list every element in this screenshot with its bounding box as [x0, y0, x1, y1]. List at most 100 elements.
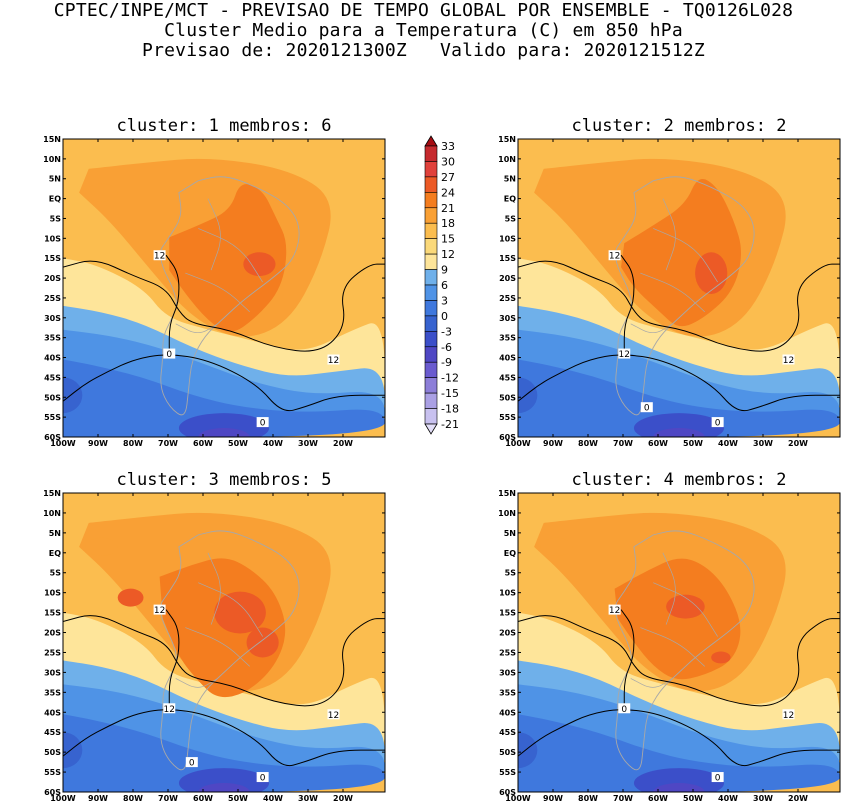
- lat-tick-label: 15S: [44, 609, 61, 618]
- lat-tick-label: 10S: [44, 589, 61, 598]
- colorbar-swatch: [424, 300, 438, 317]
- lat-tick-label: 45S: [499, 373, 516, 382]
- lat-tick-label: 10S: [499, 234, 516, 243]
- lat-tick-label: 15N: [498, 489, 516, 498]
- lon-tick-label: 20W: [788, 439, 808, 448]
- lat-tick-label: 60S: [499, 788, 516, 797]
- lon-tick-label: 100W: [505, 439, 531, 448]
- lon-tick-label: 30W: [298, 794, 318, 803]
- contour-label: 0: [640, 402, 653, 414]
- colorbar-swatch: [424, 377, 438, 394]
- colorbar-swatch: [424, 361, 438, 378]
- panel-frame: [517, 138, 841, 438]
- lon-tick-label: 20W: [333, 794, 353, 803]
- lat-tick-label: 20S: [44, 274, 61, 283]
- contour-label: 12: [153, 604, 166, 616]
- lat-tick-label: 30S: [499, 314, 516, 323]
- colorbar-label: -21: [441, 418, 459, 431]
- lat-tick-label: 15N: [43, 135, 61, 144]
- lat-tick-label: 40S: [44, 708, 61, 717]
- lat-tick-label: 15N: [43, 489, 61, 498]
- contour-label: 12: [608, 250, 621, 262]
- panel-title: cluster: 4 membros: 2: [572, 470, 787, 490]
- svg-text:0: 0: [189, 759, 195, 769]
- colorbar-swatch: [424, 269, 438, 286]
- lat-tick-label: 5S: [50, 569, 62, 578]
- colorbar-label: 3: [441, 294, 448, 307]
- colorbar-label: 9: [441, 264, 448, 277]
- temperature-field: [63, 493, 385, 792]
- lat-tick-label: 5S: [505, 214, 517, 223]
- lat-tick-label: 60S: [499, 433, 516, 442]
- contour-label: 0: [185, 757, 198, 769]
- lat-tick-label: 30S: [44, 314, 61, 323]
- lon-tick-label: 40W: [718, 794, 738, 803]
- lon-tick-label: 90W: [88, 794, 108, 803]
- lat-tick-label: 10N: [43, 155, 61, 164]
- lat-tick-label: 10S: [499, 589, 516, 598]
- lon-tick-label: 90W: [543, 794, 563, 803]
- svg-text:0: 0: [260, 419, 266, 429]
- colorbar-label: 15: [441, 233, 455, 246]
- lon-tick-label: 40W: [263, 439, 283, 448]
- lat-tick-label: 5N: [504, 529, 516, 538]
- lat-tick-label: 50S: [44, 748, 61, 757]
- colorbar-swatch: [424, 145, 438, 162]
- colorbar-label: 0: [441, 310, 448, 323]
- colorbar-label: -15: [441, 387, 459, 400]
- lon-tick-label: 20W: [788, 794, 808, 803]
- colorbar-swatch: [424, 346, 438, 363]
- lat-tick-label: 35S: [44, 334, 61, 343]
- panel-frame: [517, 492, 841, 793]
- contour-label: 12: [608, 604, 621, 616]
- colorbar-label: -9: [441, 356, 452, 369]
- contour-label: 0: [618, 703, 631, 715]
- lat-tick-label: 55S: [499, 768, 516, 777]
- panel-title: cluster: 1 membros: 6: [117, 116, 332, 136]
- lon-tick-label: 70W: [613, 439, 633, 448]
- colorbar-swatch: [424, 176, 438, 193]
- lat-tick-label: 15S: [499, 254, 516, 263]
- lon-tick-label: 60W: [648, 439, 668, 448]
- lat-tick-label: 40S: [499, 354, 516, 363]
- lat-tick-label: 25S: [44, 294, 61, 303]
- lat-tick-label: 20S: [499, 629, 516, 638]
- colorbar-label: -3: [441, 325, 452, 338]
- colorbar-swatch: [424, 331, 438, 348]
- svg-text:12: 12: [154, 606, 165, 616]
- lat-tick-label: 5S: [505, 569, 517, 578]
- lat-tick-label: 30S: [499, 668, 516, 677]
- colorbar-top-arrow: [424, 135, 438, 147]
- lon-tick-label: 80W: [578, 439, 598, 448]
- lat-tick-label: 55S: [44, 768, 61, 777]
- svg-text:0: 0: [715, 419, 721, 429]
- lat-tick-label: EQ: [49, 195, 61, 204]
- header-title: CPTEC/INPE/MCT - PREVISAO DE TEMPO GLOBA…: [53, 0, 794, 21]
- colorbar-swatch: [424, 253, 438, 270]
- lat-tick-label: 35S: [499, 334, 516, 343]
- lat-tick-label: 20S: [499, 274, 516, 283]
- svg-text:12: 12: [609, 606, 620, 616]
- map-panel-4: 15N 10N 5N EQ 5S 10S 15S 20S 25S 30S 35S 40S 45S 50S 5…: [498, 470, 841, 803]
- lon-tick-label: 80W: [123, 794, 143, 803]
- lat-tick-label: 35S: [499, 688, 516, 697]
- colorbar-label: 12: [441, 248, 455, 261]
- lat-tick-label: 55S: [44, 413, 61, 422]
- contour-label: 0: [163, 348, 176, 360]
- svg-text:0: 0: [166, 350, 172, 360]
- lon-tick-label: 70W: [613, 794, 633, 803]
- colorbar-bottom-arrow: [424, 423, 438, 435]
- svg-text:12: 12: [328, 356, 339, 366]
- contour-label: 12: [327, 354, 340, 366]
- lon-tick-label: 70W: [158, 794, 178, 803]
- svg-text:12: 12: [609, 252, 620, 262]
- lat-tick-label: 55S: [499, 413, 516, 422]
- svg-text:12: 12: [783, 711, 794, 721]
- colorbar-label: 21: [441, 202, 455, 215]
- lat-tick-label: 25S: [44, 648, 61, 657]
- lon-tick-label: 90W: [88, 439, 108, 448]
- colorbar-label: 33: [441, 140, 455, 153]
- colorbar-label: -6: [441, 341, 452, 354]
- panel-title: cluster: 2 membros: 2: [572, 116, 787, 136]
